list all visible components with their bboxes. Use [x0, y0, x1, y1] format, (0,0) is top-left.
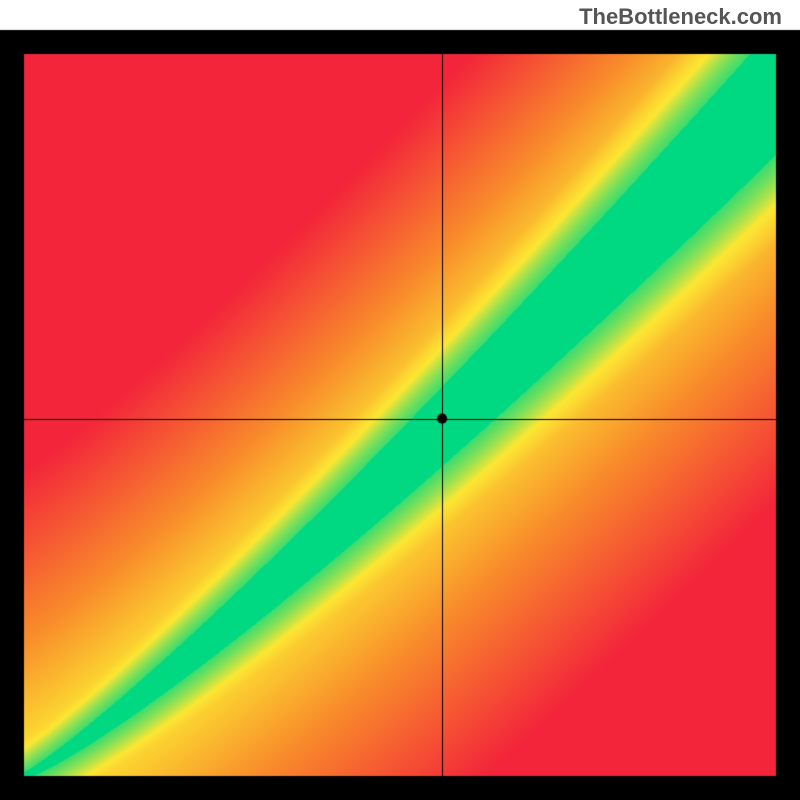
chart-container: TheBottleneck.com	[0, 0, 800, 800]
watermark-text: TheBottleneck.com	[579, 4, 782, 30]
heatmap-canvas	[0, 0, 800, 800]
